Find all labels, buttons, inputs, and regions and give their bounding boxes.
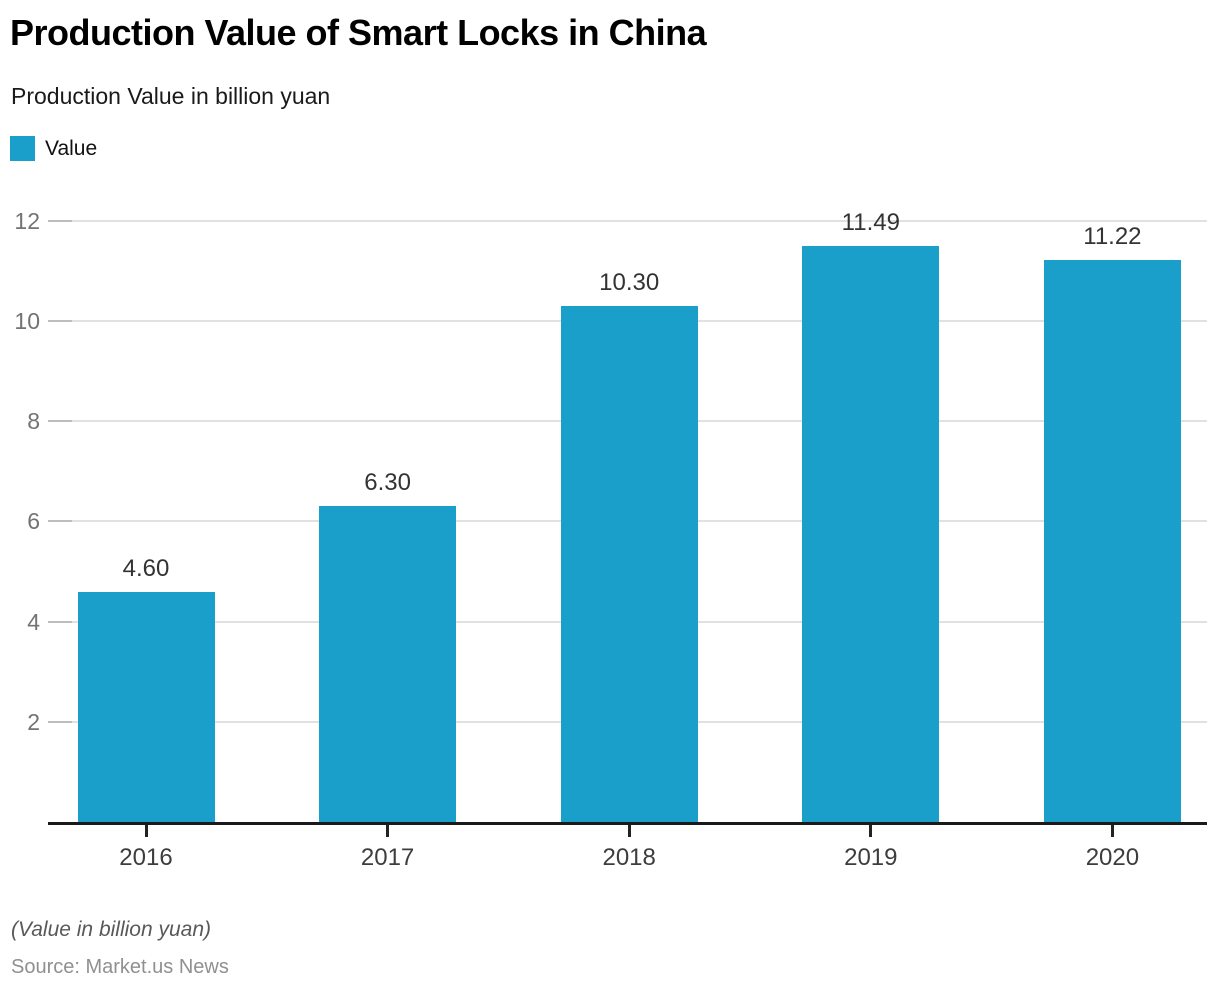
bar-value-label: 6.30: [364, 469, 411, 497]
bar-value-label: 10.30: [599, 268, 660, 296]
legend-label: Value: [45, 136, 98, 160]
y-axis-tick: [48, 620, 72, 623]
bar-value-label: 11.49: [841, 209, 900, 237]
y-axis-tick-label: 6: [27, 508, 40, 535]
x-axis-label: 2020: [1085, 844, 1140, 871]
y-axis-tick-label: 2: [27, 708, 40, 735]
chart-footnote: (Value in billion yuan): [11, 918, 212, 941]
source-credit: Source: Market.us News: [11, 956, 229, 978]
bar-value-label: 11.22: [1083, 222, 1142, 250]
y-axis-tick-label: 10: [14, 308, 40, 334]
y-axis-tick: [48, 420, 72, 423]
y-axis-tick: [48, 520, 72, 523]
x-axis-label: 2016: [119, 844, 173, 871]
x-axis-tick: [627, 825, 631, 837]
y-axis-tick: [48, 219, 72, 222]
bar-2016[interactable]: [77, 591, 215, 822]
bar-2018[interactable]: [560, 305, 698, 822]
x-axis-tick: [869, 825, 873, 837]
x-axis-label: 2018: [602, 844, 656, 871]
x-axis-label: 2017: [360, 844, 415, 871]
y-gridline: [48, 219, 1207, 222]
legend-swatch-icon: [10, 136, 35, 161]
bar-2020[interactable]: [1043, 259, 1181, 822]
x-axis-line: [48, 822, 1207, 825]
x-axis-tick: [386, 825, 390, 837]
bar-value-label: 4.60: [122, 554, 170, 582]
x-axis-tick: [1110, 825, 1114, 837]
chart-subtitle: Production Value in billion yuan: [11, 83, 331, 109]
y-axis-tick-label: 8: [27, 408, 40, 435]
chart-title: Production Value of Smart Locks in China: [10, 12, 707, 53]
y-axis-tick: [48, 320, 72, 322]
y-axis-tick-label: 4: [27, 608, 40, 635]
legend-item-value[interactable]: Value: [10, 136, 97, 161]
bar-2017[interactable]: [319, 506, 457, 822]
y-axis-tick-label: 12: [14, 207, 40, 234]
x-axis-tick: [144, 825, 148, 837]
x-axis-label: 2019: [844, 844, 898, 871]
bar-2019[interactable]: [802, 246, 940, 822]
y-axis-tick: [48, 720, 72, 723]
